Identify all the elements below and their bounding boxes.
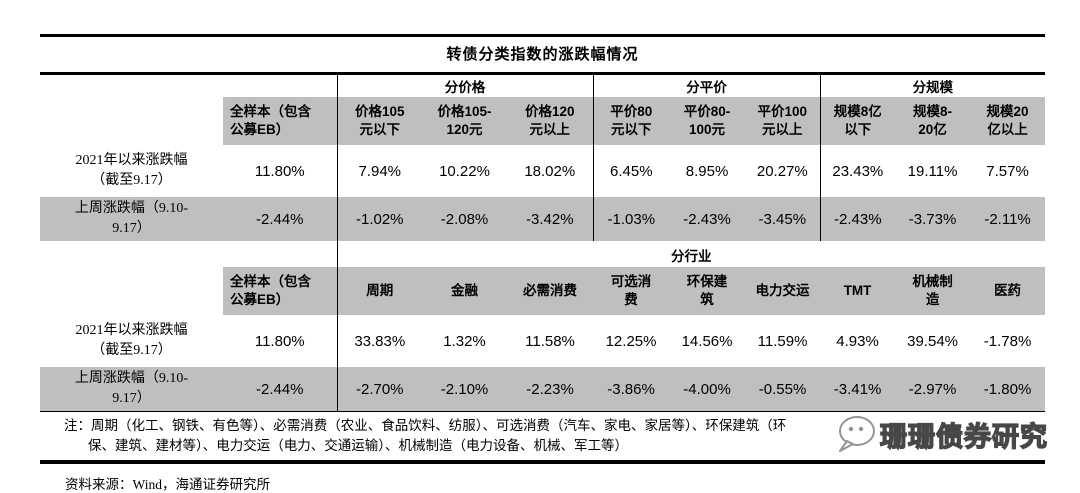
data-row-ytd-s2: 2021年以来涨跌幅 （截至9.17） 11.80% 33.83% 1.32% … (40, 315, 1046, 367)
data-source: 资料来源：Wind，海通证券研究所 (65, 477, 270, 493)
table-cell: 39.54% (895, 315, 971, 367)
watermark-text: 珊珊债券研究 (879, 421, 1048, 452)
chat-bubble-icon (839, 416, 875, 452)
table-cell: -2.70% (336, 367, 422, 411)
table-cell: -2.23% (507, 367, 594, 411)
spacer-cell (40, 267, 223, 315)
footnote: 注：周期（化工、钢铁、有色等）、必需消费（农业、食品饮料、纺服）、可选消费（汽车… (40, 411, 1045, 465)
table-cell: -2.43% (669, 197, 746, 241)
table-cell: -3.86% (593, 367, 670, 411)
table-cell: 11.59% (745, 315, 821, 367)
data-row-lastweek-s2: 上周涨跌幅（9.10- 9.17） -2.44% -2.70% -2.10% -… (40, 367, 1046, 411)
col-header-full-sample: 全样本（包含 公募EB） (223, 97, 337, 145)
table-cell: 20.27% (745, 145, 821, 197)
spacer-cell (223, 241, 337, 267)
table-cell: 7.94% (336, 145, 422, 197)
table-cell: 19.11% (895, 145, 971, 197)
table-cell: -2.10% (422, 367, 507, 411)
table-cell: 7.57% (970, 145, 1046, 197)
subheader-row-s2: 全样本（包含 公募EB） 周期 金融 必需消费 可选消 费 环保建 筑 电力交运… (40, 267, 1046, 315)
table-figure: 转债分类指数的涨跌幅情况 分价格 分平价 分规模 全样本（包含 公募EB） 价格… (40, 34, 1046, 493)
spacer-cell (223, 75, 337, 97)
row-label-ytd: 2021年以来涨跌幅 （截至9.17） (40, 315, 223, 367)
col-header: 医药 (970, 267, 1046, 315)
table-cell: -2.43% (819, 197, 896, 241)
footnote-line-2: 保、建筑、建材等）、电力交运（电力、交通运输）、机械制造（电力设备、机械、军工等… (88, 437, 628, 453)
table-cell: 11.80% (223, 315, 337, 367)
row-label-week: 上周涨跌幅（9.10- 9.17） (40, 367, 223, 411)
col-header: 周期 (336, 267, 422, 315)
table-cell: -1.02% (336, 197, 422, 241)
col-header: 价格120 元以上 (507, 97, 594, 145)
row-label-ytd: 2021年以来涨跌幅 （截至9.17） (40, 145, 223, 197)
col-header: 规模8- 20亿 (895, 97, 971, 145)
bond-index-table: 分价格 分平价 分规模 全样本（包含 公募EB） 价格105 元以下 价格105… (40, 75, 1046, 411)
col-header: 规模20 亿以上 (970, 97, 1046, 145)
table-cell: -2.08% (422, 197, 507, 241)
col-header: 平价80- 100元 (669, 97, 746, 145)
table-cell: -1.03% (592, 197, 670, 241)
spacer-cell (40, 75, 223, 97)
table-cell: -3.41% (820, 367, 896, 411)
subheader-row-s1: 全样本（包含 公募EB） 价格105 元以下 价格105- 120元 价格120… (40, 97, 1046, 145)
table-cell: 11.58% (507, 315, 594, 367)
table-cell: -0.55% (745, 367, 821, 411)
table-cell: 12.25% (593, 315, 670, 367)
spacer-cell (40, 97, 223, 145)
table-cell: -3.45% (745, 197, 821, 241)
table-cell: -2.97% (895, 367, 971, 411)
col-header: 平价80 元以下 (592, 97, 670, 145)
table-cell: 1.32% (422, 315, 507, 367)
col-header: 可选消 费 (593, 267, 670, 315)
table-cell: 33.83% (336, 315, 422, 367)
group-header-by-parity: 分平价 (592, 75, 821, 97)
table-cell: 10.22% (422, 145, 507, 197)
table-cell: -2.44% (223, 197, 337, 241)
col-header: 价格105- 120元 (422, 97, 507, 145)
table-cell: 8.95% (669, 145, 746, 197)
col-header: 规模8亿 以下 (819, 97, 896, 145)
table-cell: -3.73% (895, 197, 971, 241)
table-cell: 14.56% (669, 315, 746, 367)
footnote-line-1: 注：周期（化工、钢铁、有色等）、必需消费（农业、食品饮料、纺服）、可选消费（汽车… (64, 418, 787, 433)
col-header: 平价100 元以上 (745, 97, 821, 145)
figure-title: 转债分类指数的涨跌幅情况 (40, 34, 1045, 75)
col-header: 必需消费 (507, 267, 594, 315)
table-cell: 4.93% (820, 315, 896, 367)
table-cell: -2.44% (223, 367, 337, 411)
col-header: 价格105 元以下 (336, 97, 422, 145)
watermark: 珊珊债券研究 (833, 413, 1048, 455)
col-header: 环保建 筑 (669, 267, 746, 315)
row-label-week: 上周涨跌幅（9.10- 9.17） (40, 197, 223, 241)
group-header-row: 分价格 分平价 分规模 (40, 75, 1046, 97)
table-cell: -1.78% (970, 315, 1046, 367)
table-cell: -1.80% (970, 367, 1046, 411)
col-header-full-sample: 全样本（包含 公募EB） (223, 267, 337, 315)
spacer-cell (40, 241, 223, 267)
data-row-lastweek-s1: 上周涨跌幅（9.10- 9.17） -2.44% -1.02% -2.08% -… (40, 197, 1046, 241)
table-cell: -2.11% (970, 197, 1046, 241)
group-header-row-industry: 分行业 (40, 241, 1046, 267)
group-header-by-industry: 分行业 (336, 241, 1046, 267)
table-cell: 6.45% (592, 145, 670, 197)
table-cell: -3.42% (507, 197, 594, 241)
data-row-ytd-s1: 2021年以来涨跌幅 （截至9.17） 11.80% 7.94% 10.22% … (40, 145, 1046, 197)
col-header: TMT (820, 267, 896, 315)
col-header: 金融 (422, 267, 507, 315)
col-header: 机械制 造 (895, 267, 971, 315)
group-header-by-price: 分价格 (336, 75, 594, 97)
table-cell: 11.80% (223, 145, 337, 197)
col-header: 电力交运 (745, 267, 821, 315)
group-header-by-size: 分规模 (819, 75, 1046, 97)
table-cell: 18.02% (507, 145, 594, 197)
table-cell: 23.43% (819, 145, 896, 197)
table-cell: -4.00% (669, 367, 746, 411)
